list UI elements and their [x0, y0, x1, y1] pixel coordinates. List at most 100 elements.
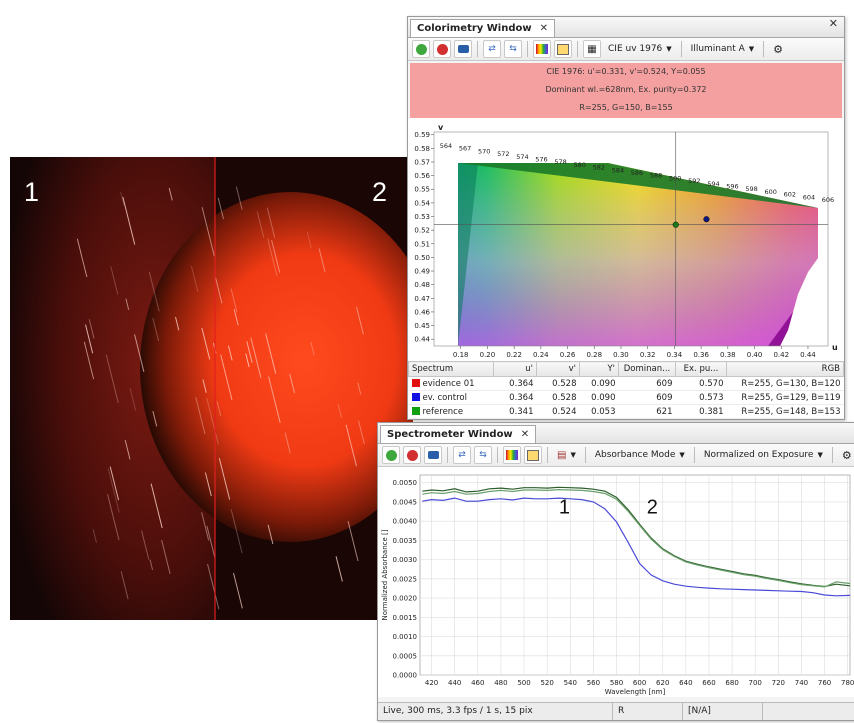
- chevron-down-icon: ▼: [679, 451, 685, 459]
- spectrum-series-line[interactable]: [422, 497, 851, 597]
- photo-streak: [265, 333, 277, 374]
- chart-icon: ▤: [557, 449, 567, 461]
- spectrum-x-tick-label: 600: [633, 679, 646, 687]
- toolbar-separator: [831, 447, 833, 463]
- spectrum-y-tick-label: 0.0005: [393, 652, 418, 660]
- cell-purity: 0.573: [675, 390, 727, 405]
- table-row[interactable]: evidence 01 0.364 0.528 0.090 609 0.570 R=255,…: [408, 376, 844, 391]
- wavelength-label: 576: [535, 156, 547, 164]
- toolbar-separator: [680, 41, 682, 57]
- toolbar-separator: [693, 447, 695, 463]
- photo-streak: [149, 559, 154, 570]
- chevron-down-icon: ▼: [748, 45, 755, 53]
- photo-streak: [256, 211, 265, 238]
- photo-streak: [358, 420, 365, 445]
- snapshot-button[interactable]: [454, 40, 472, 58]
- cie-y-tick-label: 0.44: [414, 336, 430, 344]
- col-rgb[interactable]: RGB: [726, 361, 844, 377]
- cie-x-tick-label: 0.26: [560, 351, 576, 359]
- stop-button[interactable]: [403, 446, 421, 464]
- cell-y: 0.090: [579, 390, 619, 405]
- col-v[interactable]: v': [536, 361, 580, 377]
- cie-data-point[interactable]: [703, 216, 710, 223]
- toolbar-separator: [584, 447, 586, 463]
- cie-x-tick-label: 0.32: [640, 351, 656, 359]
- block-transfer-button[interactable]: ⇆: [474, 446, 492, 464]
- rainbow-icon: [536, 44, 548, 54]
- window-close-icon[interactable]: ✕: [828, 17, 838, 30]
- play-button[interactable]: [412, 40, 430, 58]
- colorimetry-toolbar: ⇄ ⇆ ▦ CIE uv 1976 ▼ Illuminant A ▼ ⚙: [408, 38, 844, 61]
- colorimetry-tab[interactable]: Colorimetry Window ✕: [410, 19, 556, 37]
- photo-streak: [105, 354, 119, 404]
- wavelength-label: 598: [745, 185, 757, 193]
- col-dominant[interactable]: Dominan...: [618, 361, 676, 377]
- photo-streak: [148, 271, 160, 312]
- block-transfer-button[interactable]: ⇆: [504, 40, 522, 58]
- transfer-button[interactable]: ⇄: [483, 40, 501, 58]
- spectrum-x-tick-label: 680: [725, 679, 738, 687]
- mode-dropdown[interactable]: Absorbance Mode ▼: [591, 448, 689, 462]
- col-u[interactable]: u': [493, 361, 537, 377]
- photo-streak: [120, 191, 125, 206]
- spectrometer-tab[interactable]: Spectrometer Window ✕: [380, 425, 537, 443]
- color-space-dropdown[interactable]: CIE uv 1976 ▼: [604, 42, 676, 56]
- cell-purity: 0.381: [675, 404, 727, 419]
- spectrum-x-tick-label: 640: [679, 679, 692, 687]
- cell-dominant: 621: [618, 404, 676, 419]
- chart-options-dropdown[interactable]: ▤ ▼: [553, 448, 580, 463]
- illuminant-dropdown[interactable]: Illuminant A ▼: [687, 42, 759, 56]
- spectrum-series-line[interactable]: [422, 486, 851, 588]
- stop-button[interactable]: [433, 40, 451, 58]
- spectrum-colors-button[interactable]: [503, 446, 521, 464]
- mode-value: Absorbance Mode: [594, 450, 676, 460]
- spectrum-y-tick-label: 0.0050: [393, 479, 418, 487]
- cie-x-tick-label: 0.40: [747, 351, 763, 359]
- export-button[interactable]: [524, 446, 542, 464]
- spectrum-x-tick-label: 480: [494, 679, 507, 687]
- spectrometer-tabbar: Spectrometer Window ✕: [378, 423, 854, 444]
- play-icon: [385, 449, 397, 461]
- spectrum-x-tick-label: 700: [749, 679, 762, 687]
- col-spectrum[interactable]: Spectrum: [408, 361, 494, 377]
- photo-image: [10, 157, 413, 620]
- settings-icon[interactable]: ⚙: [841, 448, 852, 462]
- table-row[interactable]: reference 0.341 0.524 0.053 621 0.381 R=255, G…: [408, 404, 844, 419]
- play-button[interactable]: [382, 446, 400, 464]
- spectrum-chart[interactable]: 0.0050 0.0045 0.0040 0.0035 0.0030 0.0025 0.00…: [378, 467, 854, 703]
- close-icon[interactable]: ✕: [520, 429, 530, 440]
- col-purity[interactable]: Ex. pu...: [675, 361, 727, 377]
- block-transfer-icon: ⇆: [509, 44, 517, 54]
- export-button[interactable]: [554, 40, 572, 58]
- normalization-dropdown[interactable]: Normalized on Exposure ▼: [700, 448, 827, 462]
- cie-x-axis-label: u: [832, 343, 838, 352]
- col-y[interactable]: Y': [579, 361, 619, 377]
- photo-streak: [310, 341, 315, 356]
- photo-streak: [152, 411, 158, 427]
- cie-y-tick-label: 0.46: [414, 308, 430, 316]
- snapshot-button[interactable]: [424, 446, 442, 464]
- cie-data-point[interactable]: [672, 221, 679, 228]
- photo-streak: [150, 483, 163, 529]
- status-acquisition: Live, 300 ms, 3.3 fps / 1 s, 15 pix: [378, 703, 613, 720]
- close-icon[interactable]: ✕: [539, 23, 549, 34]
- table-row[interactable]: ev. control 0.364 0.528 0.090 609 0.573 R=255,…: [408, 390, 844, 405]
- cell-dominant: 609: [618, 390, 676, 405]
- toolbar-separator: [547, 447, 548, 463]
- wavelength-label: 602: [784, 191, 796, 199]
- cie-chart[interactable]: 0.59 0.58 0.57 0.56 0.55 0.54 0.53 0.52 0.51 0.50…: [408, 118, 844, 362]
- spectrum-colors-button[interactable]: [533, 40, 551, 58]
- photo-streak: [356, 306, 364, 335]
- spectrum-x-tick-label: 620: [656, 679, 669, 687]
- spectrum-y-tick-label: 0.0035: [393, 537, 418, 545]
- spectrometer-tab-title: Spectrometer Window: [387, 429, 513, 440]
- grid-button[interactable]: ▦: [583, 40, 601, 58]
- photo-streak: [201, 207, 215, 257]
- settings-icon[interactable]: ⚙: [773, 42, 784, 56]
- spectrum-x-tick-label: 420: [425, 679, 438, 687]
- spectrum-y-tick-label: 0.0010: [393, 633, 418, 641]
- transfer-button[interactable]: ⇄: [453, 446, 471, 464]
- wavelength-label: 600: [764, 188, 776, 196]
- play-icon: [415, 43, 427, 55]
- spectrum-series-line[interactable]: [422, 488, 851, 588]
